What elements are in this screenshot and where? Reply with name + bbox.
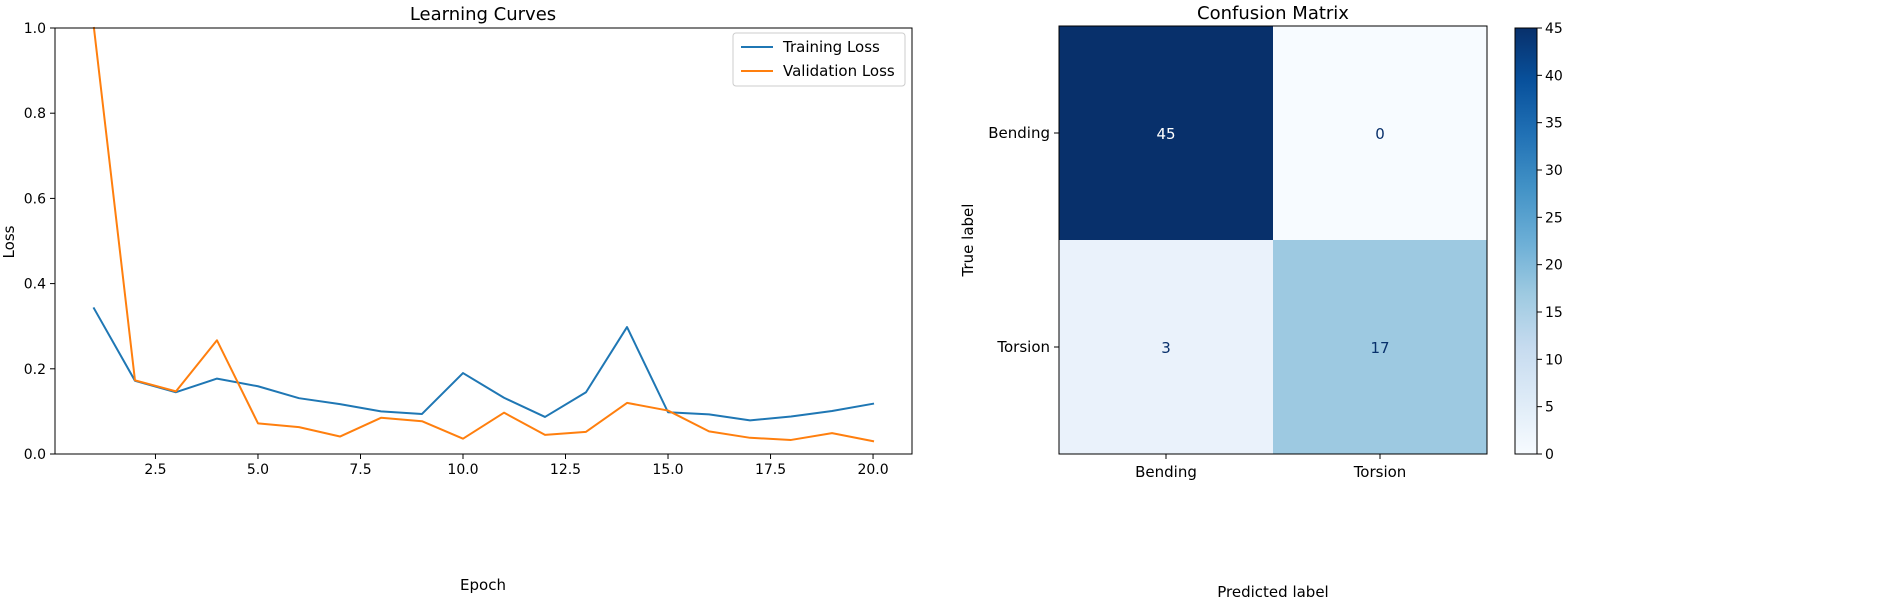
learning-curves-chart: Learning Curves Epoch Loss 2.5 5.0 7.5 10.0… (0, 4, 913, 594)
colorbar-gradient (1514, 27, 1538, 455)
matrix-cell-value: 3 (1161, 339, 1171, 357)
confusion-matrix-ylabel: True label (959, 204, 977, 278)
y-tick-label: 0.2 (24, 362, 46, 378)
matrix-x-tick-label: Bending (1135, 463, 1197, 481)
legend-label-validation: Validation Loss (783, 62, 895, 80)
learning-curves-axes-frame (54, 27, 913, 455)
confusion-matrix-ticks: Bending Torsion Bending Torsion (988, 124, 1406, 481)
confusion-matrix-title: Confusion Matrix (1197, 3, 1349, 24)
legend-box (732, 32, 906, 87)
confusion-matrix-frame (1058, 25, 1488, 455)
colorbar-tick-label: 40 (1545, 68, 1563, 84)
colorbar-tick-label: 5 (1545, 400, 1554, 416)
colorbar-tick-label: 0 (1545, 447, 1554, 463)
colorbar-tick-label: 30 (1545, 163, 1563, 179)
confusion-matrix-chart: Confusion Matrix Predicted label True la… (959, 3, 1563, 600)
matrix-cell-value: 0 (1375, 125, 1385, 143)
colorbar-tick-label: 10 (1545, 352, 1563, 368)
matrix-cell-value: 45 (1156, 125, 1175, 143)
colorbar-tick-label: 15 (1545, 305, 1563, 321)
y-tick-label: 0.0 (24, 447, 46, 463)
confusion-matrix-xlabel: Predicted label (1217, 583, 1328, 600)
colorbar-tick-label: 35 (1545, 116, 1563, 132)
matrix-cell (1273, 240, 1487, 454)
confusion-matrix-cells: 45 0 3 17 (1059, 26, 1487, 454)
y-tick-label: 0.6 (24, 191, 46, 207)
learning-curves-series (92, 26, 875, 443)
legend-label-training: Training Loss (782, 38, 880, 56)
validation-loss-line (92, 26, 875, 443)
colorbar-tick-label: 45 (1545, 21, 1563, 37)
x-tick-label: 20.0 (857, 462, 888, 478)
matrix-cell (1059, 240, 1273, 454)
x-tick-label: 10.0 (447, 462, 478, 478)
y-tick-label: 0.4 (24, 277, 46, 293)
matrix-cell (1273, 26, 1487, 240)
matrix-cell (1059, 26, 1273, 240)
y-tick-label: 1.0 (24, 21, 46, 37)
x-tick-label: 15.0 (652, 462, 683, 478)
x-tick-label: 2.5 (144, 462, 166, 478)
learning-curves-xlabel: Epoch (460, 576, 506, 594)
y-tick-label: 0.8 (24, 106, 46, 122)
matrix-y-tick-label: Bending (988, 124, 1050, 142)
training-loss-line (92, 306, 875, 422)
x-tick-label: 7.5 (349, 462, 371, 478)
matrix-x-tick-label: Torsion (1353, 463, 1407, 481)
matrix-cell-value: 17 (1370, 339, 1389, 357)
colorbar-tick-label: 25 (1545, 210, 1563, 226)
colorbar-tick-label: 20 (1545, 258, 1563, 274)
learning-curves-x-ticks: 2.5 5.0 7.5 10.0 12.5 15.0 17.5 20.0 (144, 454, 889, 478)
learning-curves-ylabel: Loss (0, 225, 18, 258)
x-tick-label: 17.5 (755, 462, 786, 478)
x-tick-label: 12.5 (550, 462, 581, 478)
learning-curves-legend: Training Loss Validation Loss (732, 32, 906, 87)
colorbar-ticks: 0 5 10 15 20 25 30 35 40 45 (1537, 21, 1563, 463)
learning-curves-y-ticks: 0.0 0.2 0.4 0.6 0.8 1.0 (24, 21, 55, 463)
learning-curves-title: Learning Curves (410, 4, 556, 25)
matrix-y-tick-label: Torsion (996, 338, 1050, 356)
x-tick-label: 5.0 (247, 462, 269, 478)
colorbar: 0 5 10 15 20 25 30 35 40 45 (1514, 21, 1563, 463)
